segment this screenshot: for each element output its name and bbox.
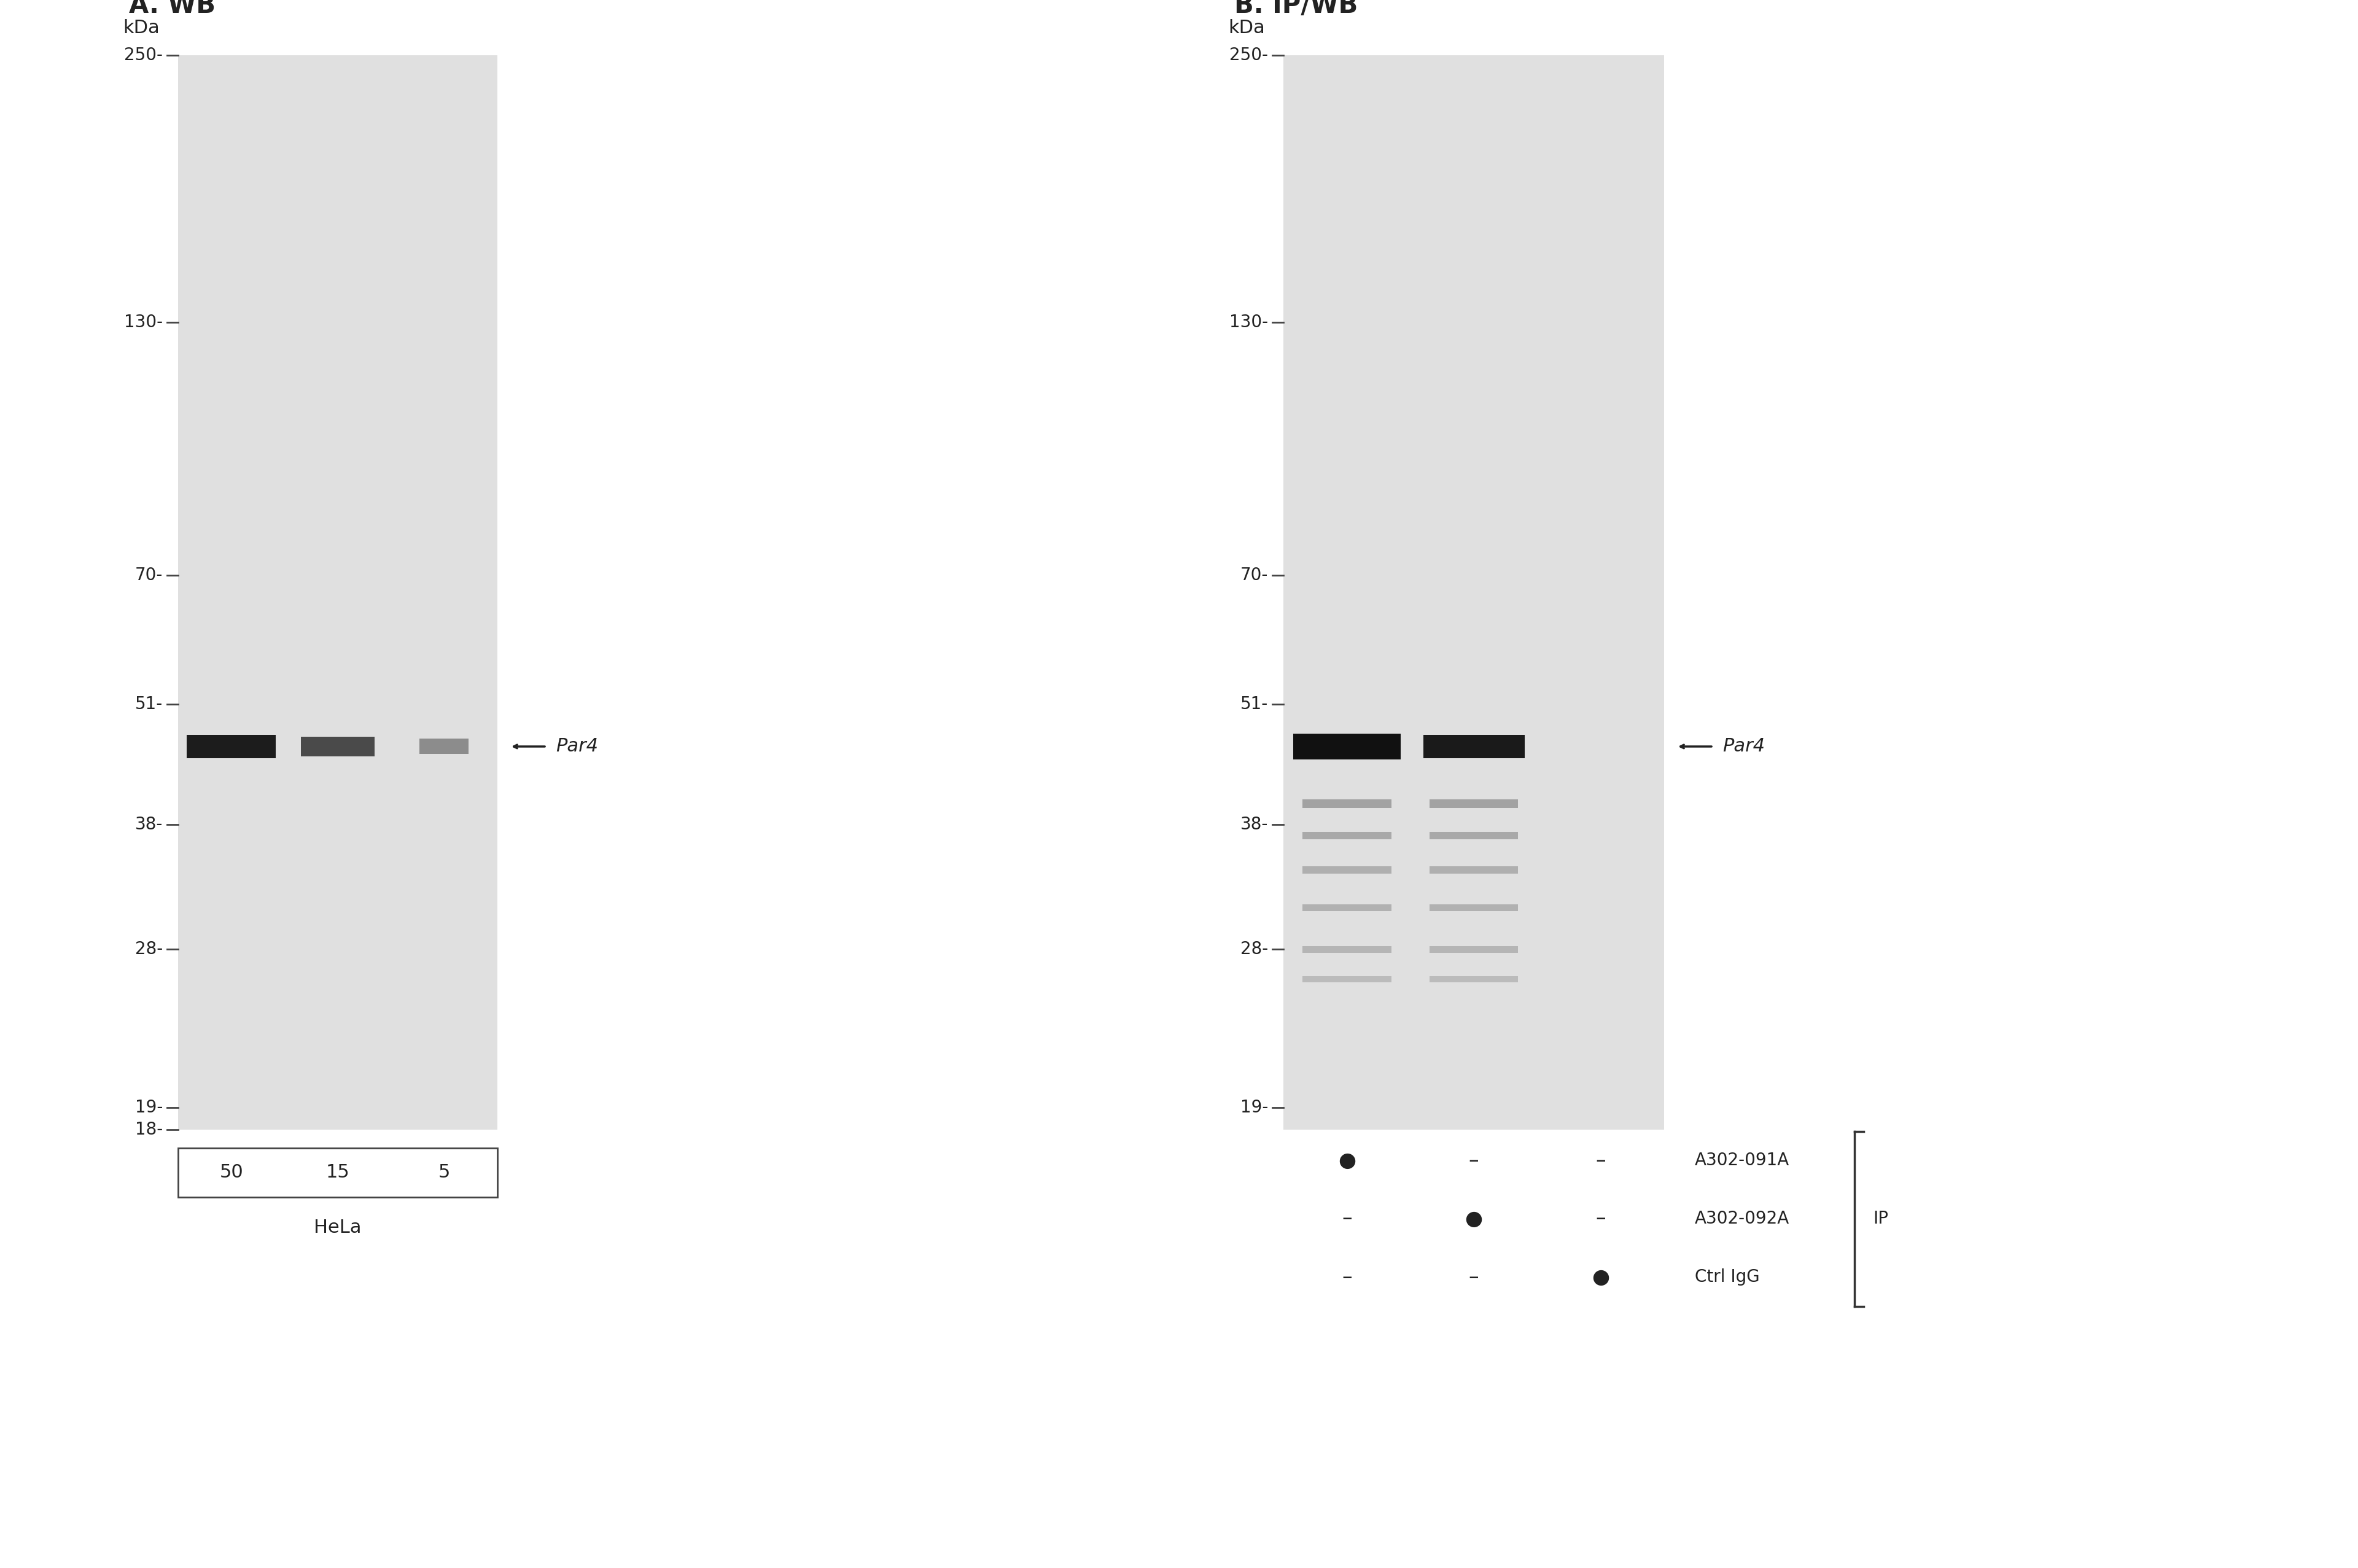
Bar xyxy=(1302,866,1391,873)
Text: kDa: kDa xyxy=(123,19,160,36)
Text: 51-: 51- xyxy=(1240,696,1269,713)
Text: A302-091A: A302-091A xyxy=(1695,1152,1790,1168)
Text: 15: 15 xyxy=(325,1163,349,1182)
Bar xyxy=(1429,946,1519,953)
Bar xyxy=(1429,800,1519,808)
Text: –: – xyxy=(1596,1151,1606,1170)
Text: Ctrl IgG: Ctrl IgG xyxy=(1695,1269,1759,1286)
Text: 70-: 70- xyxy=(134,566,163,583)
Text: 5: 5 xyxy=(439,1163,450,1182)
Text: 19-: 19- xyxy=(1240,1099,1269,1116)
Bar xyxy=(1429,905,1519,911)
Text: 28-: 28- xyxy=(1240,941,1269,958)
Bar xyxy=(1302,800,1391,808)
Bar xyxy=(1302,977,1391,983)
Bar xyxy=(1292,734,1401,759)
Bar xyxy=(1424,735,1523,759)
Bar xyxy=(420,739,469,754)
Text: 50: 50 xyxy=(219,1163,243,1182)
Text: ●: ● xyxy=(1464,1209,1483,1229)
Text: 51-: 51- xyxy=(134,696,163,713)
Text: 250-: 250- xyxy=(125,47,163,64)
Text: ●: ● xyxy=(1337,1151,1356,1170)
Bar xyxy=(1302,905,1391,911)
Text: Par4: Par4 xyxy=(1721,737,1764,756)
Bar xyxy=(186,735,276,759)
Bar xyxy=(1429,831,1519,839)
Text: 28-: 28- xyxy=(134,941,163,958)
Bar xyxy=(1429,977,1519,983)
Bar xyxy=(179,55,498,1129)
Bar xyxy=(179,1148,498,1198)
Bar xyxy=(302,737,375,756)
Text: –: – xyxy=(1342,1209,1351,1229)
Bar xyxy=(1302,831,1391,839)
Bar xyxy=(1302,946,1391,953)
Text: 250-: 250- xyxy=(1229,47,1269,64)
Bar xyxy=(1429,866,1519,873)
Text: A. WB: A. WB xyxy=(130,0,215,19)
Text: B. IP/WB: B. IP/WB xyxy=(1233,0,1358,19)
Text: 38-: 38- xyxy=(134,815,163,833)
Text: 19-: 19- xyxy=(134,1099,163,1116)
Text: –: – xyxy=(1342,1267,1351,1287)
Text: 38-: 38- xyxy=(1240,815,1269,833)
Text: A302-092A: A302-092A xyxy=(1695,1210,1790,1228)
Text: –: – xyxy=(1469,1267,1478,1287)
Text: ●: ● xyxy=(1592,1267,1611,1287)
Text: 18-: 18- xyxy=(134,1121,163,1138)
Text: –: – xyxy=(1596,1209,1606,1229)
Text: –: – xyxy=(1469,1151,1478,1170)
Text: kDa: kDa xyxy=(1229,19,1264,36)
Text: 130-: 130- xyxy=(1229,314,1269,331)
Text: 130-: 130- xyxy=(125,314,163,331)
Text: IP: IP xyxy=(1872,1210,1889,1228)
Text: HeLa: HeLa xyxy=(314,1218,361,1237)
Text: 70-: 70- xyxy=(1240,566,1269,583)
Bar xyxy=(1283,55,1665,1129)
Text: Par4: Par4 xyxy=(556,737,599,756)
